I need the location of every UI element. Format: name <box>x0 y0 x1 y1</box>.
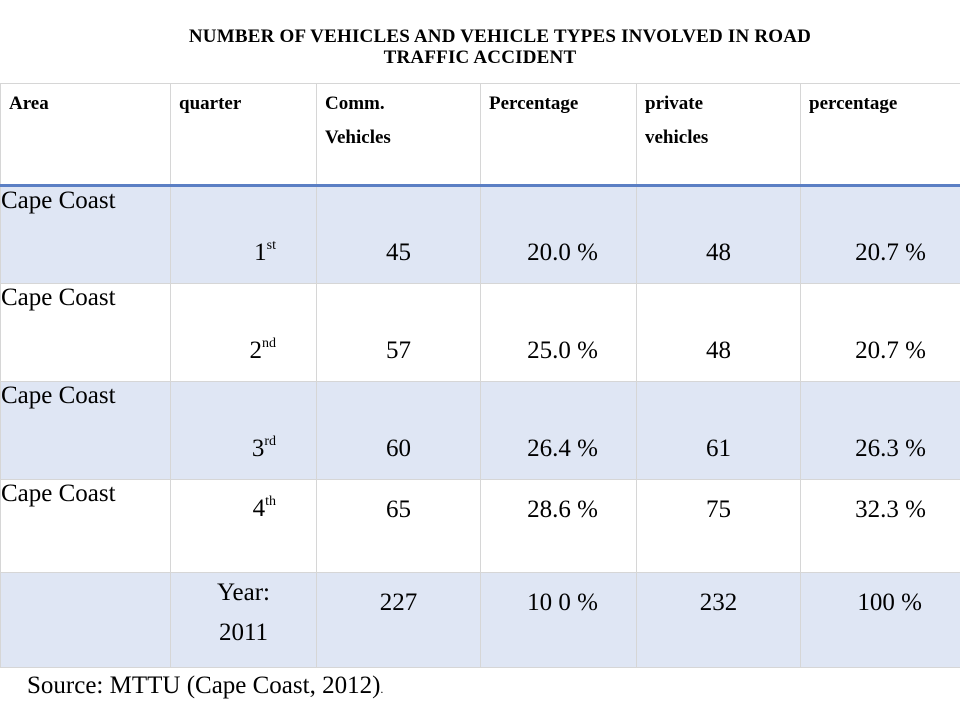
cell-quarter: 2nd <box>170 283 317 382</box>
cell-area: Cape Coast <box>0 283 171 382</box>
cell-year: Year: 2011 <box>170 572 317 668</box>
header-percentage-private: percentage <box>800 83 960 187</box>
cell-comm: 65 <box>316 479 481 573</box>
vehicles-table: Area quarter Comm. Vehicles Percentage p… <box>0 83 960 668</box>
cell-percentage-private: 20.7 % <box>800 185 960 284</box>
cell-total-percentage-private: 100 % <box>800 572 960 668</box>
cell-private: 75 <box>636 479 801 573</box>
title-line-2: TRAFFIC ACCIDENT <box>383 47 577 68</box>
header-quarter: quarter <box>170 83 317 187</box>
cell-percentage: 25.0 % <box>480 283 637 382</box>
table-row: Cape Coast 3rd 60 26.4 % 61 26.3 % <box>0 381 960 480</box>
cell-quarter: 3rd <box>170 381 317 480</box>
cell-quarter: 4th <box>170 479 317 573</box>
cell-area: Cape Coast <box>0 479 171 573</box>
cell-comm: 57 <box>316 283 481 382</box>
header-private-vehicles: private vehicles <box>636 83 801 187</box>
table-title: NUMBER OF VEHICLES AND VEHICLE TYPES INV… <box>0 26 960 68</box>
cell-private: 48 <box>636 185 801 284</box>
cell-percentage-private: 20.7 % <box>800 283 960 382</box>
cell-percentage: 26.4 % <box>480 381 637 480</box>
table-row: Cape Coast 1st 45 20.0 % 48 20.7 % <box>0 185 960 284</box>
header-comm-vehicles: Comm. Vehicles <box>316 83 481 187</box>
cell-comm: 60 <box>316 381 481 480</box>
cell-area-empty <box>0 572 171 668</box>
table-row: Cape Coast 2nd 57 25.0 % 48 20.7 % <box>0 283 960 382</box>
total-row: Year: 2011 227 10 0 % 232 100 % <box>0 572 960 668</box>
header-row: Area quarter Comm. Vehicles Percentage p… <box>0 83 960 187</box>
cell-private: 48 <box>636 283 801 382</box>
header-percentage: Percentage <box>480 83 637 187</box>
cell-private: 61 <box>636 381 801 480</box>
source-note: Source: MTTU (Cape Coast, 2012). <box>27 672 384 699</box>
cell-area: Cape Coast <box>0 381 171 480</box>
cell-total-percentage: 10 0 % <box>480 572 637 668</box>
cell-percentage-private: 32.3 % <box>800 479 960 573</box>
title-line-1: NUMBER OF VEHICLES AND VEHICLE TYPES INV… <box>188 26 812 47</box>
cell-percentage: 28.6 % <box>480 479 637 573</box>
header-area: Area <box>0 83 171 187</box>
cell-comm: 45 <box>316 185 481 284</box>
cell-quarter: 1st <box>170 185 317 284</box>
cell-percentage-private: 26.3 % <box>800 381 960 480</box>
cell-total-comm: 227 <box>316 572 481 668</box>
cell-percentage: 20.0 % <box>480 185 637 284</box>
cell-total-private: 232 <box>636 572 801 668</box>
table-row: Cape Coast 4th 65 28.6 % 75 32.3 % <box>0 479 960 573</box>
cell-area: Cape Coast <box>0 185 171 284</box>
